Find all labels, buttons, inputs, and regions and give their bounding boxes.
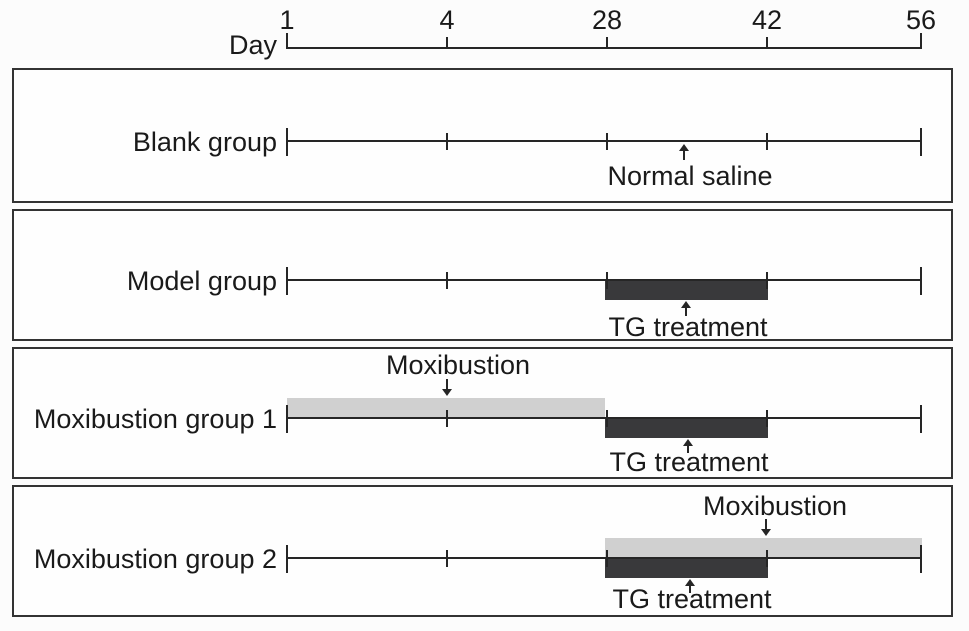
tg-treatment-bar	[605, 281, 768, 300]
up-arrow-icon	[679, 144, 689, 151]
up-arrow-icon	[685, 579, 695, 586]
timeline	[287, 279, 921, 281]
timeline	[287, 140, 921, 142]
timeline-tick-day-4	[446, 550, 448, 567]
timeline-tick-day-56	[920, 405, 922, 433]
down-arrow-icon	[442, 389, 452, 396]
group-label: Moxibustion group 1	[33, 404, 277, 434]
timeline-tick-day-28	[606, 133, 608, 150]
up-arrow-shaft	[685, 307, 687, 316]
timeline-tick-day-28	[606, 272, 608, 289]
panel-blank-group	[12, 68, 953, 203]
timeline-tick-day-1	[286, 405, 288, 433]
timeline	[287, 557, 921, 559]
timeline-tick-day-42	[766, 550, 768, 567]
timeline	[287, 417, 921, 419]
moxibustion-bar	[287, 398, 605, 417]
group-label: Moxibustion group 2	[33, 544, 277, 574]
down-arrow-shaft	[765, 519, 767, 531]
timeline-tick-day-4	[446, 410, 448, 427]
axis-tick-label-day-4: 4	[439, 5, 455, 35]
down-arrow-icon	[761, 529, 771, 536]
timeline-tick-day-28	[606, 550, 608, 567]
tg-treatment-bar	[605, 559, 768, 578]
axis-tick-label-day-42: 42	[751, 5, 783, 35]
up-arrow-shaft	[683, 150, 685, 160]
timeline-tick-day-1	[286, 128, 288, 156]
annotation-label: TG treatment	[609, 447, 769, 477]
panel-model-group	[12, 209, 953, 341]
annotation-label: Moxibustion	[385, 350, 531, 380]
up-arrow-icon	[683, 439, 693, 446]
group-label: Blank group	[132, 127, 277, 157]
moxibustion-bar	[605, 538, 922, 557]
timeline-tick-day-1	[286, 267, 288, 295]
timeline-tick-day-42	[766, 272, 768, 289]
axis-tick-label-day-1: 1	[279, 5, 295, 35]
axis-tick-label-day-28: 28	[591, 5, 623, 35]
up-arrow-shaft	[687, 445, 689, 453]
annotation-label: TG treatment	[608, 312, 768, 342]
timeline-tick-day-28	[606, 410, 608, 427]
axis-tick-day-42	[766, 37, 768, 49]
group-label: Model group	[126, 266, 277, 296]
timeline-tick-day-1	[286, 545, 288, 573]
annotation-label: Normal saline	[607, 161, 773, 191]
annotation-label: Moxibustion	[702, 491, 848, 521]
axis-tick-label-day-56: 56	[905, 5, 937, 35]
annotation-label: TG treatment	[612, 584, 772, 614]
timeline-tick-day-4	[446, 272, 448, 289]
timeline-tick-day-56	[920, 128, 922, 156]
axis-title: Day	[228, 30, 277, 60]
up-arrow-shaft	[689, 585, 691, 593]
timeline-tick-day-4	[446, 133, 448, 150]
timeline-tick-day-42	[766, 410, 768, 427]
axis-tick-day-4	[446, 37, 448, 49]
timeline-tick-day-42	[766, 133, 768, 150]
axis-tick-day-1	[286, 33, 288, 49]
up-arrow-icon	[681, 301, 691, 308]
axis-tick-day-56	[920, 33, 922, 49]
timeline-tick-day-56	[920, 267, 922, 295]
axis-tick-day-28	[606, 37, 608, 49]
timeline-tick-day-56	[920, 545, 922, 573]
down-arrow-shaft	[446, 379, 448, 391]
tg-treatment-bar	[605, 419, 768, 438]
axis-line	[287, 47, 921, 49]
